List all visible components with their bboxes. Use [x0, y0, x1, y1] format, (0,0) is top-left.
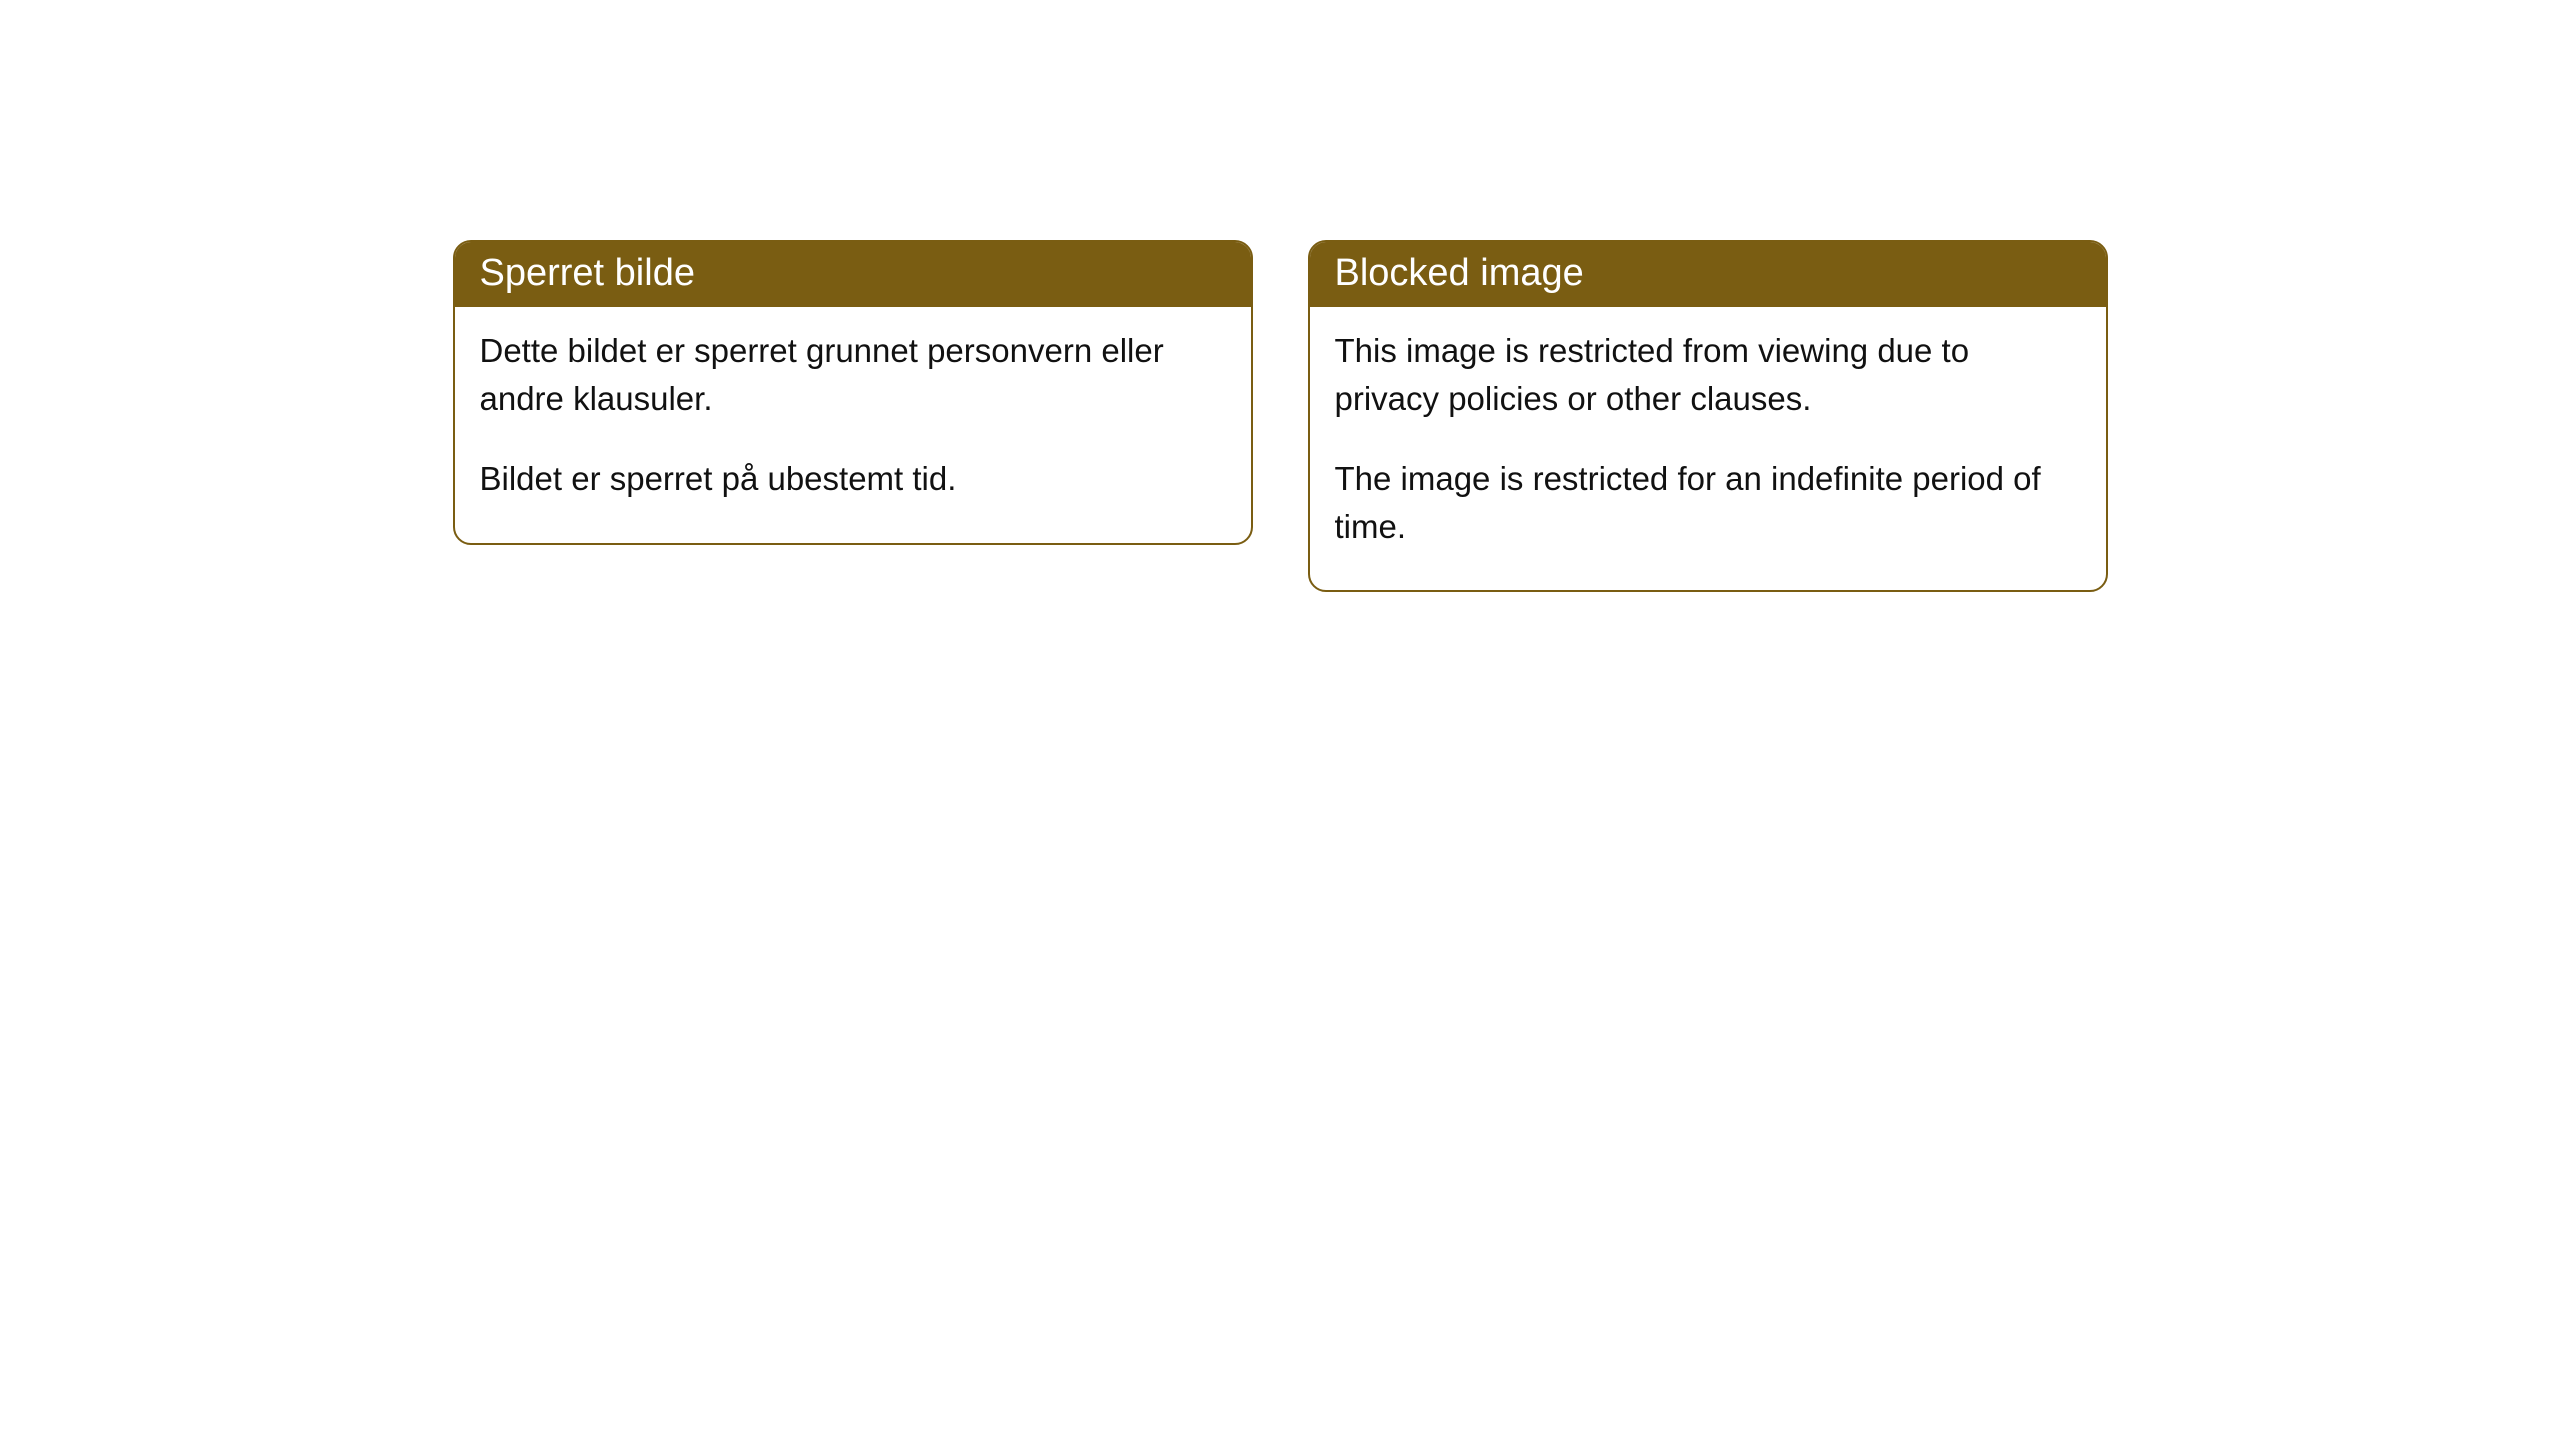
- card-paragraph: Dette bildet er sperret grunnet personve…: [480, 327, 1226, 423]
- card-body: This image is restricted from viewing du…: [1310, 307, 2106, 590]
- card-paragraph: Bildet er sperret på ubestemt tid.: [480, 455, 1226, 503]
- blocked-image-card-no: Sperret bilde Dette bildet er sperret gr…: [453, 240, 1253, 545]
- card-paragraph: The image is restricted for an indefinit…: [1335, 455, 2081, 551]
- card-body: Dette bildet er sperret grunnet personve…: [455, 307, 1251, 543]
- card-title: Blocked image: [1310, 242, 2106, 307]
- blocked-image-card-en: Blocked image This image is restricted f…: [1308, 240, 2108, 592]
- card-paragraph: This image is restricted from viewing du…: [1335, 327, 2081, 423]
- notice-container: Sperret bilde Dette bildet er sperret gr…: [453, 240, 2108, 1440]
- card-title: Sperret bilde: [455, 242, 1251, 307]
